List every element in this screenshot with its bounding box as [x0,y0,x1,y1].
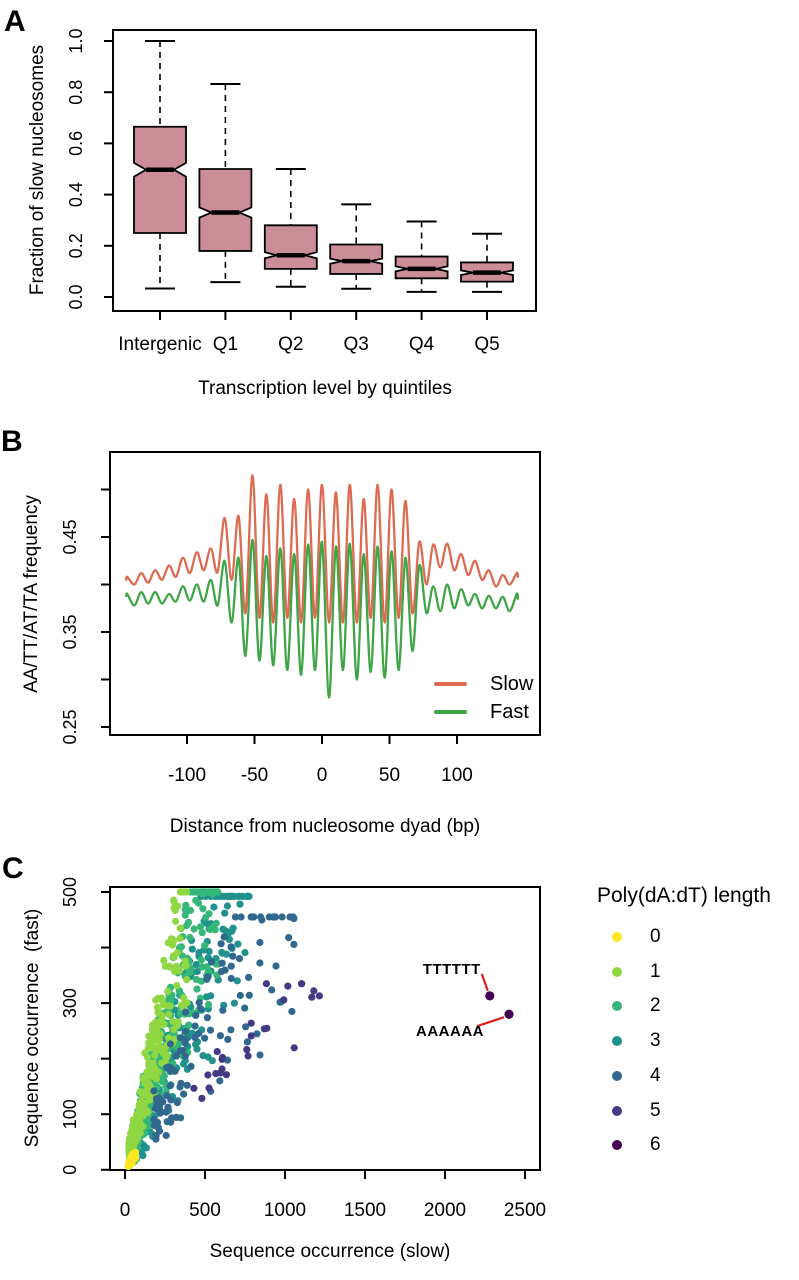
legend-dot-icon [612,1036,622,1047]
svg-text:Intergenic: Intergenic [118,334,201,355]
boxplot-q2 [263,168,318,288]
svg-text:1500: 1500 [344,1200,386,1221]
poly-dadt-legend: Poly(dA:dT) length 0 1 2 3 4 5 6 [597,884,799,1155]
poly-legend-item-label: 2 [650,995,661,1017]
svg-text:1000: 1000 [264,1200,306,1221]
svg-text:0.45: 0.45 [60,519,80,554]
svg-text:0.35: 0.35 [60,614,80,649]
slow-line [125,474,519,624]
legend-label-fast: Fast [490,700,529,723]
poly-legend-item-0: 0 [597,926,797,948]
svg-text:0.0: 0.0 [66,284,86,309]
slow-line-swatch [434,682,467,686]
panel-a-y-axis-label: Fraction of slow nucleosomes [27,44,48,296]
svg-text:500: 500 [189,1200,221,1221]
boxplot-q4 [394,220,449,293]
svg-text:-100: -100 [168,765,206,786]
legend-dot-icon [612,1001,622,1012]
panel-c-letter: C [2,852,24,885]
svg-text:0: 0 [317,765,328,786]
panel-a-x-axis-label: Transcription level by quintiles [198,378,452,399]
panel-c-y-axis-label: Sequence occurrence (fast) [22,908,43,1148]
svg-text:-50: -50 [241,765,268,786]
scatter-cluster-len5 [190,980,316,1102]
panel-b-y-axis-label: AA/TT/AT/TA frequency [21,495,42,693]
svg-text:0: 0 [120,1200,131,1221]
labeled-point-aaaaaa: AAAAAA [416,1009,514,1040]
legend-dot-icon [612,1070,622,1081]
svg-text:1.0: 1.0 [66,28,86,53]
poly-legend-item-2: 2 [597,995,797,1017]
svg-text:0.25: 0.25 [60,709,80,744]
boxplot-q5 [460,232,514,293]
poly-legend-item-label: 0 [650,926,661,947]
svg-text:0.2: 0.2 [66,233,86,258]
svg-text:0: 0 [60,1165,80,1175]
boxplot-intergenic [133,40,187,290]
poly-legend-item-1: 1 [597,961,797,983]
svg-text:Q3: Q3 [344,334,369,355]
scatter-cluster-len0 [124,1148,140,1170]
legend-dot-icon [612,966,622,977]
panel-b-chart: 0.25 0.35 0.45 -100 -50 0 50 100 [60,451,541,786]
svg-text:50: 50 [379,765,400,786]
svg-text:300: 300 [60,988,80,1018]
legend-dot-icon [612,1140,622,1151]
line-legend: Slow Fast [434,670,533,726]
scatter-point-len5 [310,987,318,995]
sequence-annotation: TTTTTT [423,961,481,978]
svg-text:Q1: Q1 [213,334,238,355]
svg-text:Q4: Q4 [409,334,435,355]
sequence-annotation: AAAAAA [416,1023,484,1040]
legend-row-slow: Slow [434,670,533,698]
svg-text:Q2: Q2 [278,334,303,355]
panel-c-x-axis-label: Sequence occurrence (slow) [209,1241,451,1262]
poly-legend-item-5: 5 [597,1100,797,1122]
svg-text:0.8: 0.8 [66,80,86,105]
panel-b-letter: B [1,425,23,458]
poly-legend-item-6: 6 [597,1134,797,1156]
svg-text:2500: 2500 [504,1200,546,1221]
poly-legend-item-4: 4 [597,1065,797,1087]
poly-legend-item-label: 3 [650,1030,661,1052]
svg-text:100: 100 [60,1099,80,1129]
scatter-point-len5 [315,992,323,1000]
svg-text:500: 500 [60,877,80,907]
panel-a-chart: 0.0 0.2 0.4 0.6 0.8 1.0 Intergenic Q1 Q2 Q3 Q4 Q5 [66,28,537,355]
panel-c-chart: 0 100 300 500 0 500 1000 1500 2000 2500 TTTTTT AAAA… [60,877,546,1221]
poly-legend-title: Poly(dA:dT) length [597,884,771,907]
poly-legend-item-label: 5 [650,1099,661,1121]
poly-legend-item-label: 4 [650,1064,661,1086]
svg-text:0.6: 0.6 [66,131,86,156]
boxplot-q1 [198,83,253,284]
boxplot-q3 [329,203,384,290]
svg-text:0.4: 0.4 [66,182,86,207]
legend-row-fast: Fast [434,698,533,726]
legend-label-slow: Slow [490,672,534,695]
fast-line-swatch [434,710,467,714]
fast-line [125,538,519,699]
svg-text:2000: 2000 [424,1200,466,1221]
legend-dot-icon [612,932,622,942]
panel-a-letter: A [4,5,26,38]
poly-legend-item-label: 1 [650,960,661,982]
legend-dot-icon [612,1105,622,1116]
svg-text:Q5: Q5 [474,334,499,355]
poly-legend-item-3: 3 [597,1030,797,1052]
panel-b-x-axis-label: Distance from nucleosome dyad (bp) [169,816,481,837]
poly-legend-item-label: 6 [650,1134,661,1156]
labeled-point-tttttt: TTTTTT [423,961,495,1001]
svg-text:100: 100 [441,765,473,786]
